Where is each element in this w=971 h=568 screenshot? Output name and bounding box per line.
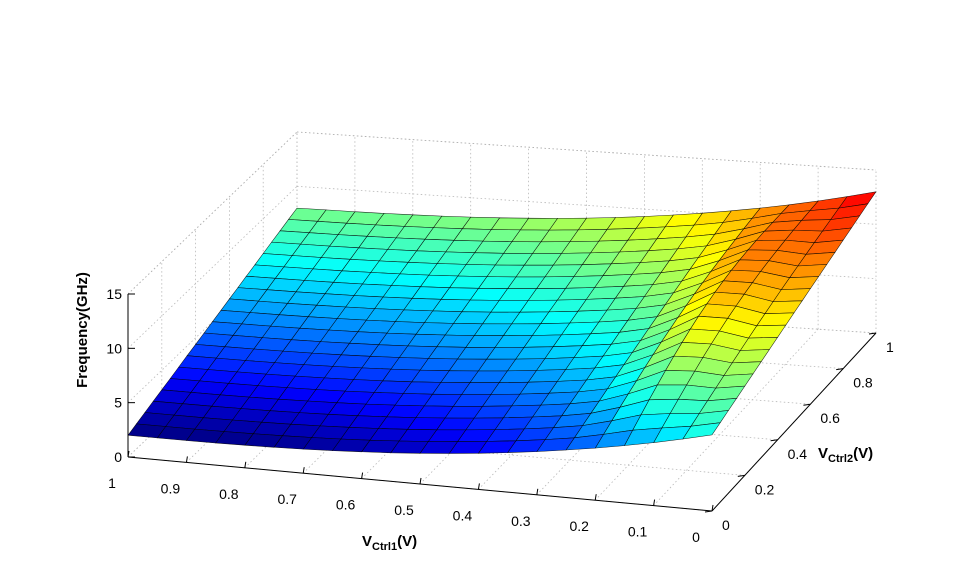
x-tick-mark (536, 488, 539, 495)
y-axis-label: VCtrl2(V) (818, 445, 873, 465)
x-axis-label-unit: (V) (397, 533, 417, 550)
x-tick-label: 0.2 (569, 518, 589, 534)
x-axis-label-sub: Ctrl1 (372, 541, 397, 553)
x-tick-label: 0 (692, 529, 700, 545)
y-tick-mark (704, 510, 713, 513)
x-tick-mark (477, 483, 480, 490)
z-tick-label: 5 (114, 395, 122, 411)
y-tick-mark (868, 332, 877, 335)
y-tick-mark (770, 439, 778, 442)
x-axis-label: VCtrl1(V) (362, 533, 417, 553)
z-tick-label: 10 (106, 340, 122, 356)
y-axis-line (711, 332, 877, 512)
x-tick-mark (244, 461, 247, 468)
y-axis-label-main: V (818, 445, 828, 462)
x-tick-mark (127, 450, 130, 458)
x-tick-label: 0.6 (336, 497, 356, 513)
z-tick-label: 0 (114, 449, 122, 465)
x-tick-mark (711, 504, 714, 512)
x-tick-mark (302, 467, 305, 474)
y-tick-label: 0.2 (755, 481, 775, 497)
z-axis-label: Frequency(GHz) (74, 272, 91, 388)
z-tick-label: 15 (106, 286, 122, 302)
y-axis-label-unit: (V) (853, 445, 873, 462)
x-tick-label: 1 (108, 475, 116, 491)
y-tick-mark (803, 403, 811, 406)
axes: 00.10.20.30.40.50.60.70.80.9100.20.40.60… (106, 286, 894, 545)
x-tick-label: 0.4 (453, 507, 473, 523)
x-tick-label: 0.7 (277, 491, 297, 507)
x-tick-label: 0.9 (161, 480, 181, 496)
y-tick-label: 0 (722, 517, 730, 533)
x-tick-label: 0.5 (394, 502, 414, 518)
surface-cell (127, 423, 167, 439)
x-tick-mark (361, 472, 364, 479)
y-tick-label: 0.6 (820, 410, 840, 426)
grid-line-floor-x (653, 328, 819, 506)
box-edge (127, 131, 298, 295)
surface-mesh (127, 191, 877, 454)
axes-box (127, 131, 877, 295)
y-tick-label: 0.8 (853, 375, 873, 391)
x-tick-label: 0.3 (511, 513, 531, 529)
x-tick-mark (185, 456, 188, 463)
grid-line-left-wall-z (127, 186, 298, 349)
y-tick-label: 1 (886, 339, 894, 355)
x-tick-mark (653, 499, 656, 506)
box-edge (296, 131, 877, 171)
x-tick-label: 0.1 (628, 524, 648, 540)
y-tick-mark (737, 474, 745, 477)
y-tick-mark (836, 368, 844, 371)
x-tick-mark (594, 494, 597, 501)
grid-line-back-wall-z (296, 185, 877, 225)
x-tick-mark (419, 477, 422, 485)
y-axis-label-sub: Ctrl2 (828, 453, 853, 465)
x-axis-label-main: V (362, 533, 372, 550)
x-tick-label: 0.8 (219, 486, 239, 502)
y-tick-label: 0.4 (788, 446, 808, 462)
